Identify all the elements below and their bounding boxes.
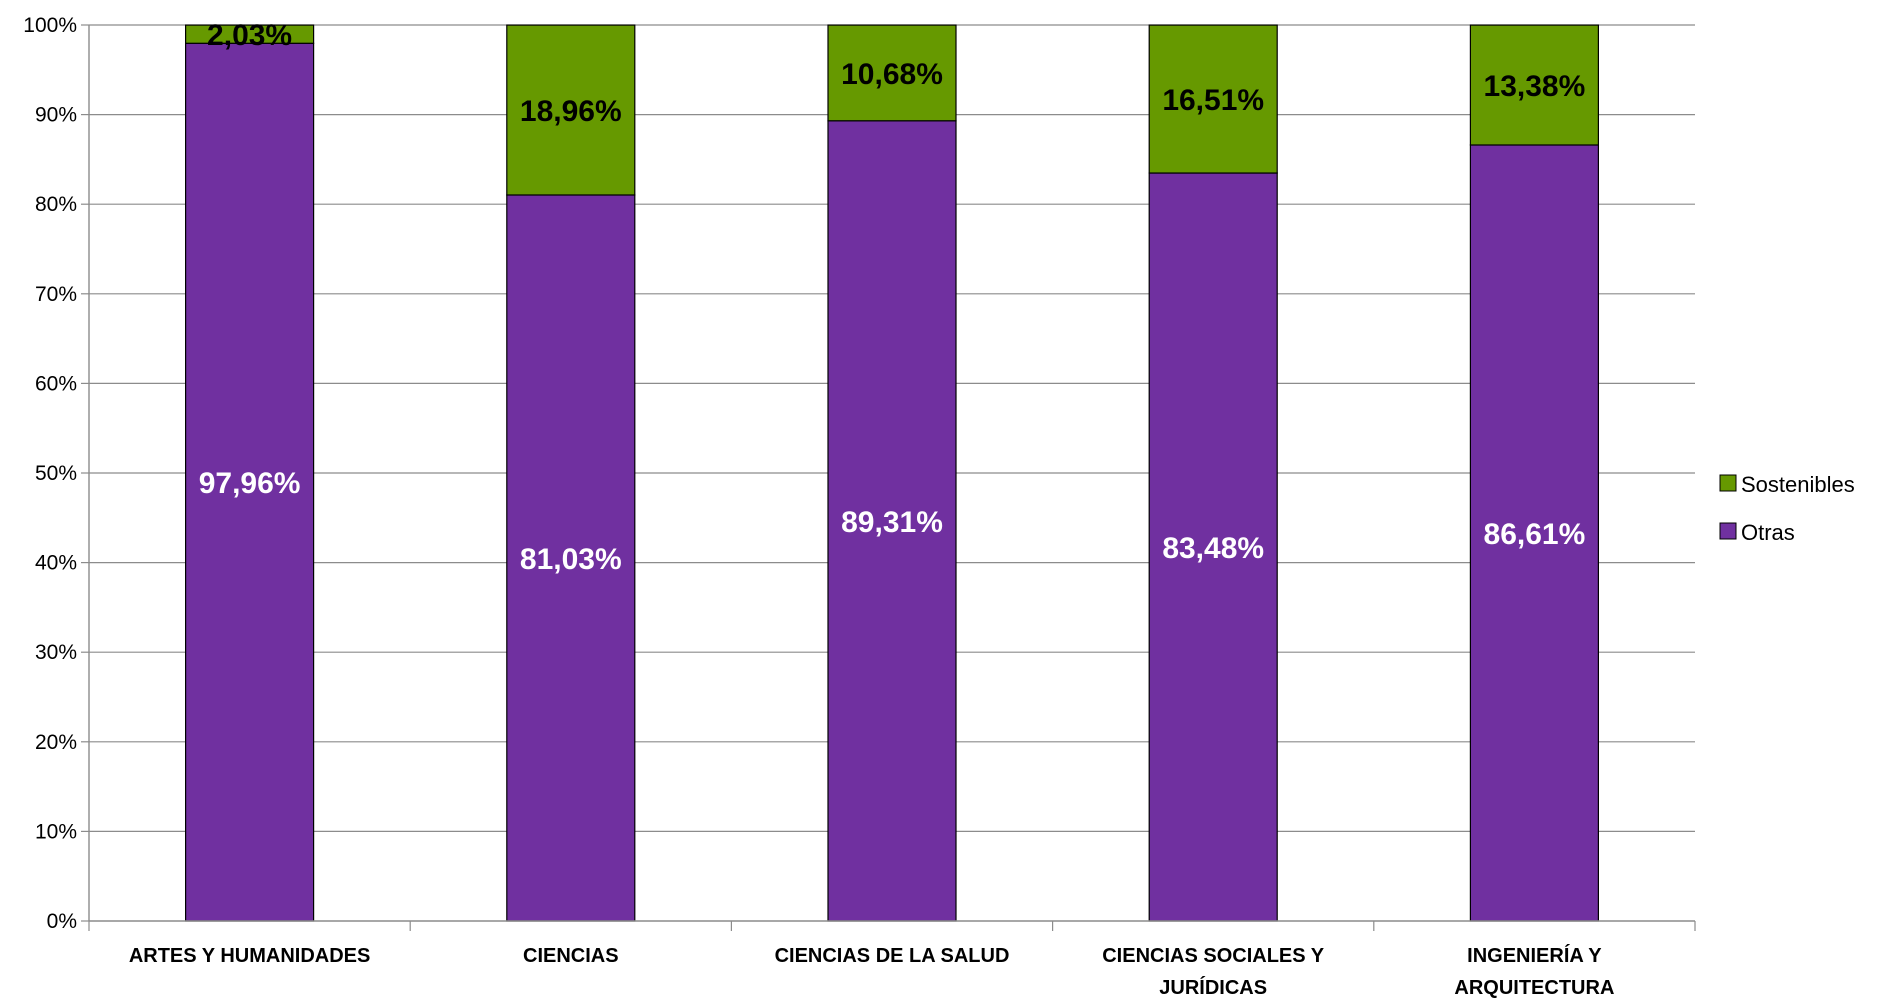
bar-otras — [1148, 172, 1278, 922]
x-category-label: INGENIERÍA Y — [1467, 944, 1602, 967]
legend-label-sostenibles: Sostenibles — [1741, 472, 1855, 497]
x-category-label: CIENCIAS DE LA SALUD — [775, 945, 1010, 967]
y-tick-label: 0% — [47, 910, 77, 933]
y-tick-label: 70% — [35, 283, 77, 306]
y-tick-label: 20% — [35, 731, 77, 754]
y-tick-label: 60% — [35, 372, 77, 395]
data-label: 81,03% — [520, 543, 622, 576]
y-tick-label: 80% — [35, 193, 77, 216]
y-tick-label: 100% — [23, 14, 77, 37]
bar-sostenibles — [827, 24, 957, 122]
bar-sostenibles — [1469, 24, 1600, 146]
data-label: 83,48% — [1162, 532, 1264, 565]
data-label: 16,51% — [1162, 84, 1264, 117]
legend-swatch-otras — [1719, 522, 1737, 540]
x-axis-labels: ARTES Y HUMANIDADES CIENCIAS CIENCIAS DE L… — [129, 944, 1615, 998]
bar-otras — [1469, 144, 1600, 922]
x-category-label: ARTES Y HUMANIDADES — [129, 945, 371, 967]
x-category-label: CIENCIAS — [523, 945, 619, 967]
legend: Sostenibles Otras — [1719, 472, 1855, 545]
bar-otras — [185, 42, 315, 922]
y-tick-label: 40% — [35, 552, 77, 575]
bar-otras — [827, 120, 957, 922]
data-label: 97,96% — [199, 467, 301, 500]
y-tick-label: 30% — [35, 641, 77, 664]
data-label: 89,31% — [841, 506, 943, 539]
data-label: 13,38% — [1484, 70, 1586, 103]
bar-sostenibles — [1148, 24, 1278, 174]
axes — [88, 25, 1696, 931]
y-tick-label: 50% — [35, 462, 77, 485]
bar-otras — [506, 194, 636, 922]
x-category-label: CIENCIAS SOCIALES Y — [1102, 945, 1325, 967]
bars — [185, 24, 1600, 922]
x-category-label: ARQUITECTURA — [1454, 977, 1614, 998]
legend-label-otras: Otras — [1741, 520, 1795, 545]
data-label: 86,61% — [1484, 518, 1586, 551]
data-label: 2,03% — [207, 19, 292, 52]
bar-sostenibles — [185, 24, 315, 44]
bar-sostenibles — [506, 24, 636, 196]
data-labels: 97,96% 2,03% 81,03% 18,96% 89,31% 10,68% 83,48… — [199, 19, 1586, 576]
y-tick-label: 10% — [35, 820, 77, 843]
data-label: 10,68% — [841, 58, 943, 91]
data-label: 18,96% — [520, 95, 622, 128]
legend-swatch-sostenibles — [1719, 474, 1737, 492]
x-category-label: JURÍDICAS — [1159, 976, 1267, 998]
y-tick-label: 90% — [35, 104, 77, 127]
y-axis-ticks: 0% 10% 20% 30% 40% 50% 60% 70% 80% 90% 100% — [23, 14, 89, 933]
